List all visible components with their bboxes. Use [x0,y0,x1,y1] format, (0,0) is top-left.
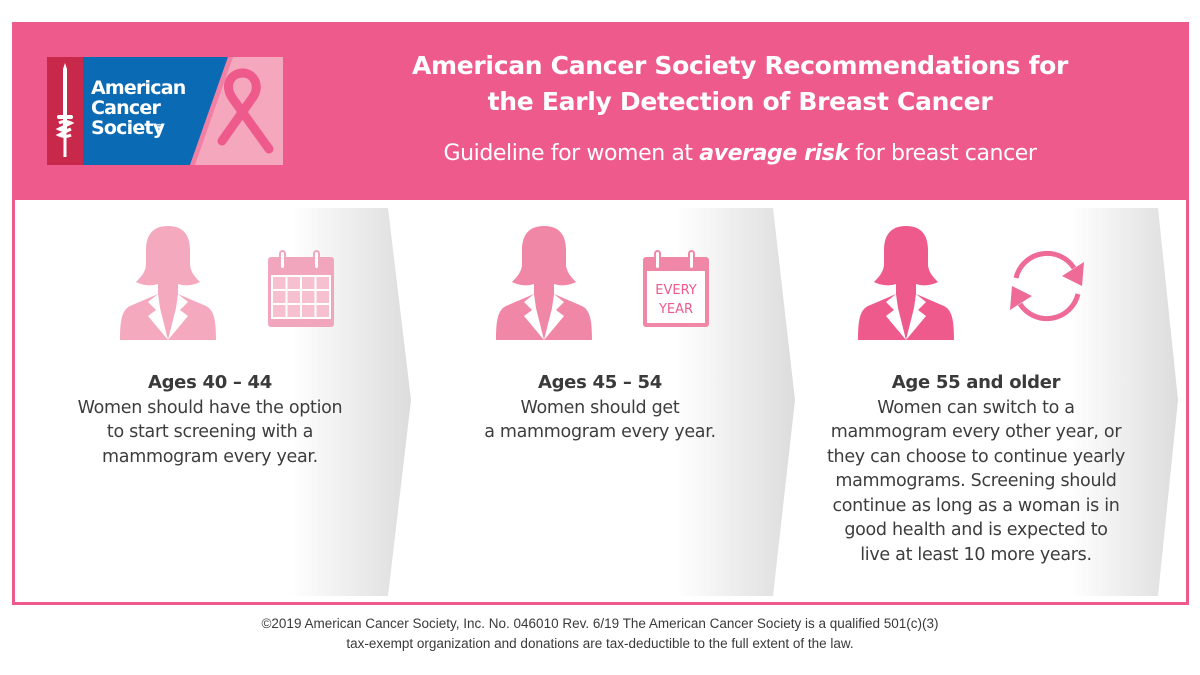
acs-logo: American Cancer Society ® [47,57,283,165]
panel-description-line: mammogram every year. [102,446,318,467]
panel-description-line: Women should have the option [77,397,343,418]
registered-mark: ® [154,123,163,134]
panel-age-heading: Ages 45 – 54 [537,372,663,393]
footer-line-1: ©2019 American Cancer Society, Inc. No. … [261,616,939,631]
panel-age-heading: Ages 40 – 44 [147,372,273,393]
panel-description-line: Women should get [520,397,680,418]
woman-icon [858,226,954,340]
panel-description-line: live at least 10 more years. [860,544,1092,565]
title-line-2: the Early Detection of Breast Cancer [487,87,993,116]
panel-description-line: mammogram every other year, or [830,422,1122,442]
title-line-1: American Cancer Society Recommendations … [411,51,1069,80]
refresh-cycle-icon [1010,250,1084,322]
panel-description-line: continue as long as a woman is in [832,495,1120,516]
page-subtitle: Guideline for women at average risk for … [330,138,1150,170]
panel-description-line: mammograms. Screening should [835,471,1117,491]
footer-line-2: tax-exempt organization and donations ar… [346,636,854,651]
woman-icon [496,226,592,340]
panel-ages-45-54: Ages 45 – 54 Women should get a mammogra… [430,371,770,445]
panel-description-line: Women can switch to a [877,397,1075,418]
woman-icon [120,226,216,340]
calendar-icon [268,250,334,327]
subtitle-suffix: for breast cancer [848,141,1037,166]
page-title: American Cancer Society Recommendations … [330,48,1150,120]
panel-age-55-older: Age 55 and older Women can switch to a m… [806,371,1146,567]
panel-description-line: they can choose to continue yearly [826,446,1126,467]
logo-text-line1: American [91,77,186,99]
panel-description-line: to start screening with a [106,422,314,442]
panel-age-heading: Age 55 and older [891,372,1061,393]
panel-description-line: a mammogram every year. [484,422,716,442]
panel-description-line: good health and is expected to [844,520,1108,540]
subtitle-emphasis: average risk [699,141,849,166]
logo-text-line2: Cancer [91,97,161,119]
calendar-text-year: YEAR [658,302,693,317]
calendar-every-year-icon: EVERY YEAR [643,250,709,327]
calendar-text-every: EVERY [655,283,697,298]
panel-ages-40-44: Ages 40 – 44 Women should have the optio… [40,371,380,469]
footer-copyright: ©2019 American Cancer Society, Inc. No. … [0,614,1200,654]
subtitle-prefix: Guideline for women at [443,141,700,166]
